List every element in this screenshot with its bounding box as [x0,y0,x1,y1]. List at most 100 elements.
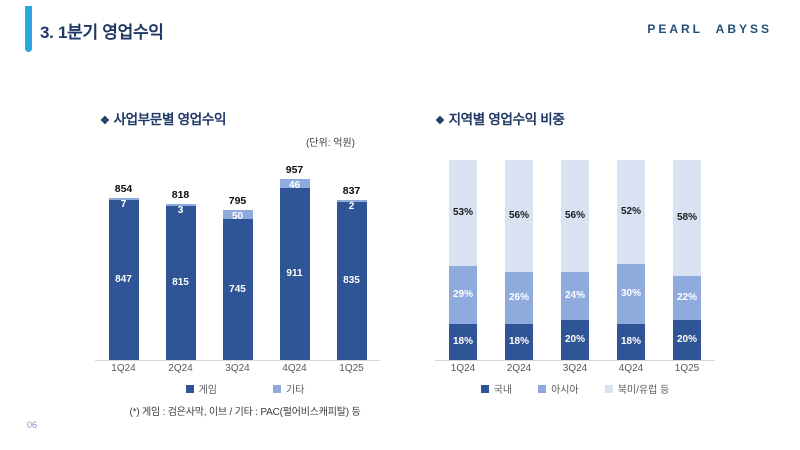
bar-segment: 835 [336,202,367,360]
diamond-bullet-icon: ❖ [100,115,110,127]
bar-group: 52% 30% 18% [603,160,659,360]
x-axis: 1Q24 2Q24 3Q24 4Q24 1Q25 [95,363,380,374]
bar-segment: 20% [673,320,701,360]
bar-group: 957 46 911 [266,160,323,360]
bar-segment [336,200,367,203]
legend-item: 기타 [273,381,304,396]
segment-value-label: 22% [676,292,697,303]
x-tick-label: 1Q25 [674,363,700,374]
segment-value-label: 20% [676,334,697,345]
legend-swatch-icon [480,384,489,393]
bar-segment: 56% [561,160,589,272]
unit-label: (단위: 억원) [305,138,355,149]
title-accent-bar [25,6,32,52]
bar-segment: 815 [165,206,196,360]
segment-value-label: 7 [120,199,127,211]
bar-group: 795 50 745 [209,160,266,360]
diamond-bullet-icon: ❖ [435,115,445,127]
segment-value-label: 18% [452,336,473,347]
legend-item: 북미/유럽 등 [604,381,670,396]
bar-group: 53% 29% 18% [435,160,491,360]
bar-segment [279,179,310,189]
legend-swatch-icon [273,384,281,393]
segment-value-label: 52% [620,206,641,217]
legend-item: 아시아 [538,381,579,396]
bar-segment: 745 [222,219,253,360]
bar-group: 58% 22% 20% [659,160,715,360]
bar-segment: 58% [673,160,701,276]
stacked-bar: 795 50 745 [222,195,253,360]
plot-area: 854 7 847 818 3 815 795 50 745 957 46 911 837 2 835 [95,160,380,361]
x-tick-label: 4Q24 [282,363,307,374]
bar-segment: 20% [561,320,589,360]
legend-label: 게임 [198,385,217,396]
segment-value-label: 58% [676,212,697,223]
bar-total-label: 818 [171,189,190,202]
bar-segment [108,198,139,201]
bar-total-label: 795 [228,195,247,208]
footnote: (*) 게임 : 검은사막, 이브 / 기타 : PAC(펄어비스캐피탈) 등 [129,407,361,418]
legend: 게임 기타 [95,381,395,396]
segment-value-label: 30% [620,288,641,299]
segment-value-label: 835 [343,275,360,287]
bar-segment: 847 [108,200,139,360]
bar-segment: 18% [617,324,645,360]
bar-total-label: 957 [285,164,304,177]
x-tick-label: 3Q24 [225,363,250,374]
stacked-bar: 957 46 911 [279,164,310,360]
segment-value-label: 815 [172,277,189,289]
bar-total-label: 837 [342,185,361,198]
segment-value-label: 847 [115,274,132,286]
x-tick-label: 3Q24 [562,363,588,374]
legend-label: 기타 [286,385,305,396]
x-tick-label: 2Q24 [168,363,193,374]
bar-segment: 56% [505,160,533,272]
bar-total-label: 854 [114,183,133,196]
legend-item: 게임 [185,381,217,396]
bar-segment: 911 [279,188,310,360]
bar-group: 818 3 815 [152,160,209,360]
x-axis: 1Q24 2Q24 3Q24 4Q24 1Q25 [435,363,715,374]
x-tick-label: 1Q25 [339,363,364,374]
bar-group: 854 7 847 [95,160,152,360]
legend: 국내 아시아 북미/유럽 등 [430,381,720,396]
bar-segment: 53% [449,160,477,266]
segment-value-label: 3 [177,205,184,217]
legend-label: 북미/유럽 등 [617,385,670,396]
stacked-bar: 52% 30% 18% [617,160,645,360]
chart-title-text: 사업부문별 영업수익 [113,112,227,127]
segment-value-label: 50 [231,211,244,223]
segment-value-label: 24% [564,290,585,301]
stacked-bar: 56% 26% 18% [505,160,533,360]
segment-value-label: 911 [286,268,303,280]
bar-segment: 18% [449,324,477,360]
segment-value-label: 26% [508,292,529,303]
segment-value-label: 18% [620,336,641,347]
segment-value-label: 29% [452,289,473,300]
bar-segment: 52% [617,160,645,264]
bar-group: 56% 26% 18% [491,160,547,360]
x-tick-label: 1Q24 [450,363,476,374]
stacked-bar: 53% 29% 18% [449,160,477,360]
bar-segment: 30% [617,264,645,324]
legend-label: 아시아 [551,385,579,396]
segment-value-label: 20% [564,334,585,345]
bar-group: 837 2 835 [323,160,380,360]
segment-value-label: 53% [452,207,473,218]
bar-segment: 18% [505,324,533,360]
bar-segment: 22% [673,276,701,320]
bar-group: 56% 24% 20% [547,160,603,360]
x-tick-label: 1Q24 [111,363,136,374]
pearl-abyss-logo: PEARL ABYSS [647,22,772,36]
legend-swatch-icon [538,384,547,393]
x-tick-label: 2Q24 [506,363,532,374]
bar-segment: 24% [561,272,589,320]
x-tick-label: 4Q24 [618,363,644,374]
page-number: 06 [27,420,38,430]
chart-title: ❖ 사업부문별 영업수익 [100,108,226,128]
legend-swatch-icon [185,384,194,393]
legend-swatch-icon [604,384,613,393]
chart-title-text: 지역별 영업수익 비중 [448,112,565,127]
plot-area: 53% 29% 18% 56% 26% 18% 56% 24% 20% 52% 30% 18% 58% 2… [435,160,715,361]
